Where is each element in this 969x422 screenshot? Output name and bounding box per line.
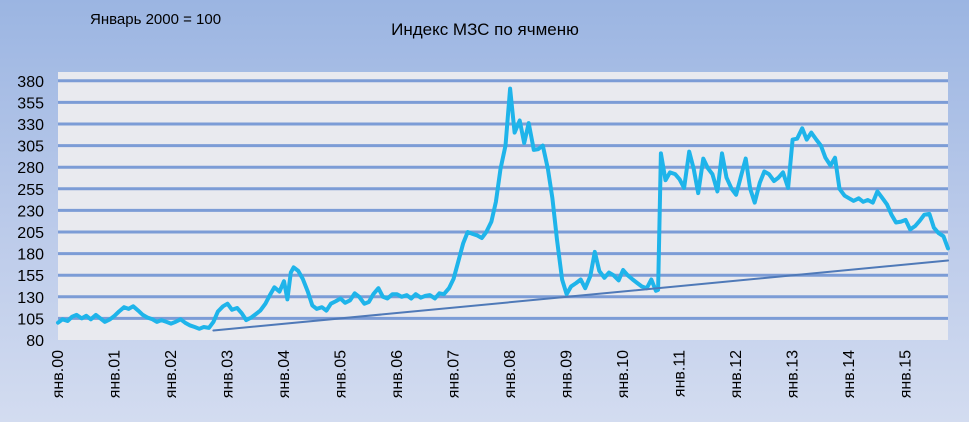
x-tick-label: янв.15 bbox=[898, 350, 915, 398]
x-tick-label: янв.12 bbox=[728, 350, 745, 398]
x-tick-label: янв.01 bbox=[107, 350, 124, 398]
x-tick-label: янв.08 bbox=[502, 350, 519, 398]
index-line bbox=[56, 86, 950, 331]
series-lines bbox=[56, 86, 950, 332]
chart-title: Индекс МЗС по ячменю bbox=[391, 20, 579, 39]
x-tick-label: янв.09 bbox=[559, 350, 576, 398]
y-tick-label: 180 bbox=[17, 247, 44, 264]
gridlines bbox=[58, 79, 948, 320]
y-tick-label: 255 bbox=[17, 182, 44, 199]
chart-subtitle: Январь 2000 = 100 bbox=[90, 11, 221, 28]
y-axis: 80 105 130 155 180 205 230 255 280 305 330 355 380 bbox=[17, 74, 44, 350]
y-tick-label: 380 bbox=[17, 74, 44, 91]
y-tick-label: 105 bbox=[17, 311, 44, 328]
x-tick-label: янв.11 bbox=[672, 350, 689, 397]
y-tick-label: 330 bbox=[17, 117, 44, 134]
x-tick-label: янв.13 bbox=[785, 350, 802, 398]
x-tick-label: янв.14 bbox=[841, 350, 858, 398]
trend-line bbox=[212, 259, 949, 332]
x-tick-label: янв.05 bbox=[333, 350, 350, 398]
x-tick-label: янв.10 bbox=[615, 350, 632, 398]
plot-area bbox=[58, 72, 948, 340]
y-tick-label: 155 bbox=[17, 268, 44, 285]
y-tick-label: 130 bbox=[17, 290, 44, 307]
y-tick-label: 80 bbox=[26, 333, 44, 350]
y-tick-label: 205 bbox=[17, 225, 44, 242]
y-tick-label: 230 bbox=[17, 203, 44, 220]
x-tick-label: янв.00 bbox=[50, 350, 67, 398]
x-axis: янв.00 янв.01 янв.02 янв.03 янв.04 янв.05 янв.… bbox=[50, 350, 915, 398]
x-tick-label: янв.04 bbox=[276, 350, 293, 398]
y-tick-label: 305 bbox=[17, 139, 44, 156]
x-tick-label: янв.03 bbox=[220, 350, 237, 398]
x-tick-label: янв.06 bbox=[389, 350, 406, 398]
y-tick-label: 280 bbox=[17, 160, 44, 177]
x-tick-label: янв.02 bbox=[163, 350, 180, 398]
y-tick-label: 355 bbox=[17, 95, 44, 112]
x-tick-label: янв.07 bbox=[446, 350, 463, 398]
